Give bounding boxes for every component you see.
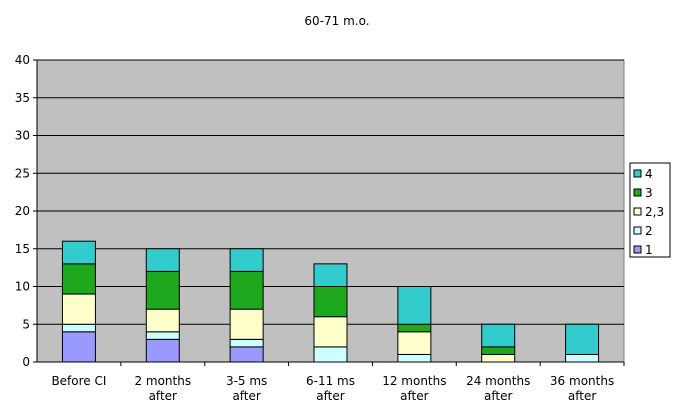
x-tick-label: after xyxy=(316,389,344,403)
y-tick-label: 20 xyxy=(15,204,30,218)
bar-segment xyxy=(481,346,516,355)
bar-segment xyxy=(481,353,516,363)
y-tick-label: 40 xyxy=(15,53,30,67)
x-tick-label: 12 months xyxy=(382,374,446,388)
bar-segment xyxy=(397,286,432,325)
y-tick-label: 35 xyxy=(15,91,30,105)
bar-segment xyxy=(313,346,348,363)
bar-segment xyxy=(229,338,264,348)
legend-label: 3 xyxy=(645,186,653,200)
bar-segment xyxy=(61,263,96,295)
x-tick-label: after xyxy=(568,389,596,403)
bar-segment xyxy=(397,353,432,363)
bar-segment xyxy=(397,323,432,333)
x-tick-label: after xyxy=(400,389,428,403)
bar-segment xyxy=(565,323,600,355)
bar-segment xyxy=(313,286,348,318)
x-tick-label: after xyxy=(149,389,177,403)
bars xyxy=(61,240,600,363)
legend-label: 4 xyxy=(645,167,653,181)
x-tick-label: 2 months xyxy=(134,374,191,388)
y-tick-label: 30 xyxy=(15,129,30,143)
bar-segment xyxy=(61,293,96,325)
y-tick-label: 25 xyxy=(15,166,30,180)
bar-segment xyxy=(313,263,348,288)
legend-swatch xyxy=(633,245,642,254)
legend: 4 3 2,3 2 1 xyxy=(629,162,671,258)
bar-segment xyxy=(481,323,516,348)
bar-segment xyxy=(61,323,96,333)
y-tick-label: 10 xyxy=(15,280,30,294)
gridlines xyxy=(37,59,624,325)
bar-segment xyxy=(229,270,264,310)
legend-swatch xyxy=(633,226,642,235)
bar-segment xyxy=(61,240,96,265)
y-axis-ticks: 0 5 10 15 20 25 30 35 40 xyxy=(15,53,37,369)
bar-segment xyxy=(145,248,180,272)
x-tick-label: 3-5 ms xyxy=(226,374,267,388)
bar-segment xyxy=(145,270,180,310)
y-tick-label: 5 xyxy=(22,317,30,331)
legend-swatch xyxy=(633,169,642,178)
bar-segment xyxy=(229,308,264,340)
x-tick-label: after xyxy=(232,389,260,403)
bar-segment xyxy=(565,353,600,363)
y-tick-label: 15 xyxy=(15,242,30,256)
bar-segment xyxy=(145,338,180,363)
legend-swatch xyxy=(633,188,642,197)
x-tick-label: 36 months xyxy=(550,374,614,388)
bar-segment xyxy=(397,331,432,355)
x-tick-label: 6-11 ms xyxy=(306,374,355,388)
x-tick-label: after xyxy=(484,389,512,403)
bar-segment xyxy=(145,331,180,340)
legend-label: 1 xyxy=(645,243,653,257)
bar-segment xyxy=(61,331,96,363)
legend-label: 2 xyxy=(645,224,653,238)
legend-label: 2,3 xyxy=(645,205,664,219)
bar-segment xyxy=(145,308,180,333)
y-tick-label: 0 xyxy=(22,355,30,369)
legend-swatch xyxy=(633,207,642,216)
x-tick-label: 24 months xyxy=(466,374,530,388)
bar-segment xyxy=(229,248,264,272)
bar-segment xyxy=(229,346,264,363)
chart-title: 60-71 m.o. xyxy=(304,14,369,28)
bar-segment xyxy=(313,316,348,348)
x-tick-label: Before CI xyxy=(51,374,106,388)
